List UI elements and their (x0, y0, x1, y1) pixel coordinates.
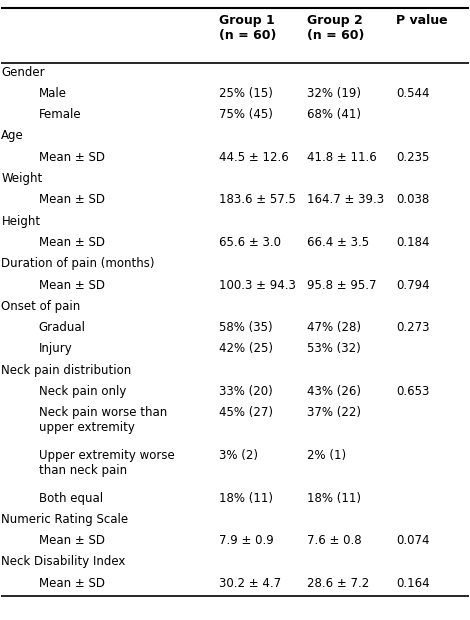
Text: 0.164: 0.164 (396, 577, 430, 590)
Text: Neck pain worse than
upper extremity: Neck pain worse than upper extremity (39, 406, 167, 435)
Text: 33% (20): 33% (20) (219, 385, 273, 398)
Text: 100.3 ± 94.3: 100.3 ± 94.3 (219, 278, 296, 291)
Text: 95.8 ± 95.7: 95.8 ± 95.7 (307, 278, 377, 291)
Text: Neck pain only: Neck pain only (39, 385, 126, 398)
Text: Height: Height (1, 215, 40, 228)
Text: 183.6 ± 57.5: 183.6 ± 57.5 (219, 193, 296, 206)
Text: 53% (32): 53% (32) (307, 342, 361, 355)
Text: 37% (22): 37% (22) (307, 406, 361, 419)
Text: Gradual: Gradual (39, 321, 86, 334)
Text: 32% (19): 32% (19) (307, 87, 361, 100)
Text: Neck pain distribution: Neck pain distribution (1, 364, 132, 377)
Text: 7.6 ± 0.8: 7.6 ± 0.8 (307, 534, 362, 547)
Text: Onset of pain: Onset of pain (1, 300, 81, 313)
Text: Male: Male (39, 87, 67, 100)
Text: Female: Female (39, 108, 81, 121)
Text: 0.184: 0.184 (396, 236, 430, 249)
Text: 42% (25): 42% (25) (219, 342, 273, 355)
Text: 0.038: 0.038 (396, 193, 430, 206)
Text: 0.794: 0.794 (396, 278, 430, 291)
Text: Mean ± SD: Mean ± SD (39, 193, 105, 206)
Text: Group 1
(n = 60): Group 1 (n = 60) (219, 14, 276, 42)
Text: 0.273: 0.273 (396, 321, 430, 334)
Text: 41.8 ± 11.6: 41.8 ± 11.6 (307, 151, 377, 164)
Text: 7.9 ± 0.9: 7.9 ± 0.9 (219, 534, 274, 547)
Text: 25% (15): 25% (15) (219, 87, 273, 100)
Text: Mean ± SD: Mean ± SD (39, 151, 105, 164)
Text: 0.235: 0.235 (396, 151, 430, 164)
Text: Duration of pain (months): Duration of pain (months) (1, 257, 155, 270)
Text: Injury: Injury (39, 342, 72, 355)
Text: Mean ± SD: Mean ± SD (39, 236, 105, 249)
Text: 47% (28): 47% (28) (307, 321, 361, 334)
Text: Numeric Rating Scale: Numeric Rating Scale (1, 513, 128, 526)
Text: Upper extremity worse
than neck pain: Upper extremity worse than neck pain (39, 449, 174, 477)
Text: 65.6 ± 3.0: 65.6 ± 3.0 (219, 236, 281, 249)
Text: Age: Age (1, 130, 24, 143)
Text: Group 2
(n = 60): Group 2 (n = 60) (307, 14, 365, 42)
Text: 0.653: 0.653 (396, 385, 430, 398)
Text: Gender: Gender (1, 66, 45, 79)
Text: 58% (35): 58% (35) (219, 321, 272, 334)
Text: 18% (11): 18% (11) (307, 492, 361, 505)
Text: 3% (2): 3% (2) (219, 449, 258, 462)
Text: Mean ± SD: Mean ± SD (39, 534, 105, 547)
Text: P value: P value (396, 14, 448, 27)
Text: 164.7 ± 39.3: 164.7 ± 39.3 (307, 193, 384, 206)
Text: 45% (27): 45% (27) (219, 406, 273, 419)
Text: 75% (45): 75% (45) (219, 108, 273, 121)
Text: Both equal: Both equal (39, 492, 103, 505)
Text: Weight: Weight (1, 172, 43, 185)
Text: 28.6 ± 7.2: 28.6 ± 7.2 (307, 577, 370, 590)
Text: 0.544: 0.544 (396, 87, 430, 100)
Text: 43% (26): 43% (26) (307, 385, 361, 398)
Text: Mean ± SD: Mean ± SD (39, 577, 105, 590)
Text: 18% (11): 18% (11) (219, 492, 273, 505)
Text: 68% (41): 68% (41) (307, 108, 361, 121)
Text: Mean ± SD: Mean ± SD (39, 278, 105, 291)
Text: 30.2 ± 4.7: 30.2 ± 4.7 (219, 577, 281, 590)
Text: 66.4 ± 3.5: 66.4 ± 3.5 (307, 236, 369, 249)
Text: 44.5 ± 12.6: 44.5 ± 12.6 (219, 151, 289, 164)
Text: 0.074: 0.074 (396, 534, 430, 547)
Text: Neck Disability Index: Neck Disability Index (1, 556, 126, 569)
Text: 2% (1): 2% (1) (307, 449, 346, 462)
